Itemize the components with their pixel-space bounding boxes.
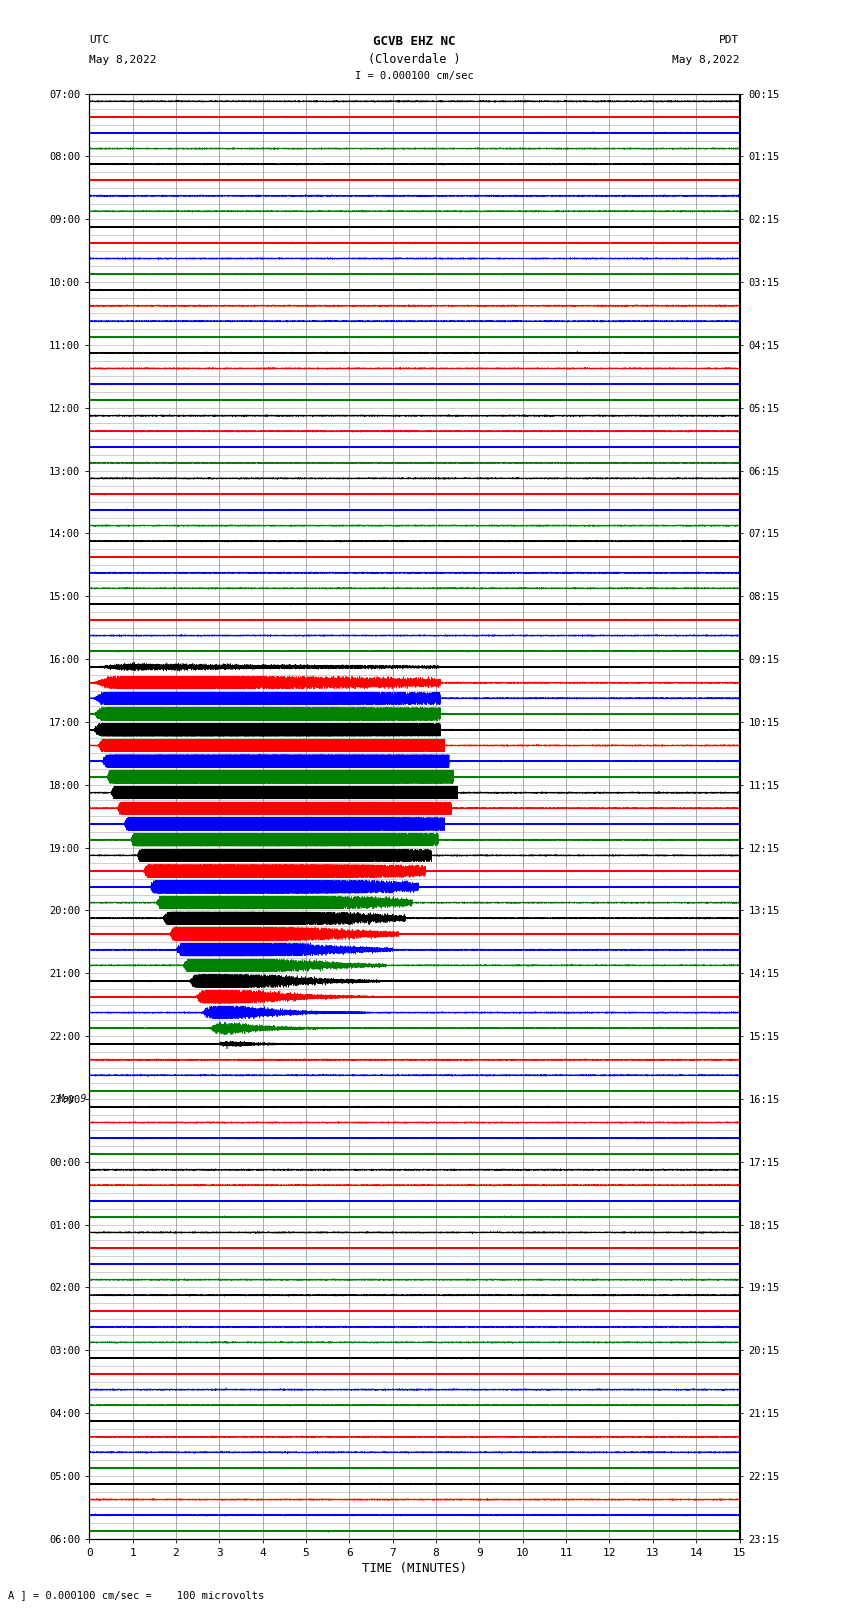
Text: GCVB EHZ NC: GCVB EHZ NC xyxy=(373,35,456,48)
Text: UTC: UTC xyxy=(89,35,110,45)
Text: (Cloverdale ): (Cloverdale ) xyxy=(368,53,461,66)
Text: May 9: May 9 xyxy=(57,1094,87,1103)
X-axis label: TIME (MINUTES): TIME (MINUTES) xyxy=(362,1561,467,1574)
Text: May 8,2022: May 8,2022 xyxy=(672,55,740,65)
Text: I = 0.000100 cm/sec: I = 0.000100 cm/sec xyxy=(355,71,473,81)
Text: A ] = 0.000100 cm/sec =    100 microvolts: A ] = 0.000100 cm/sec = 100 microvolts xyxy=(8,1590,264,1600)
Text: May 8,2022: May 8,2022 xyxy=(89,55,156,65)
Text: PDT: PDT xyxy=(719,35,740,45)
